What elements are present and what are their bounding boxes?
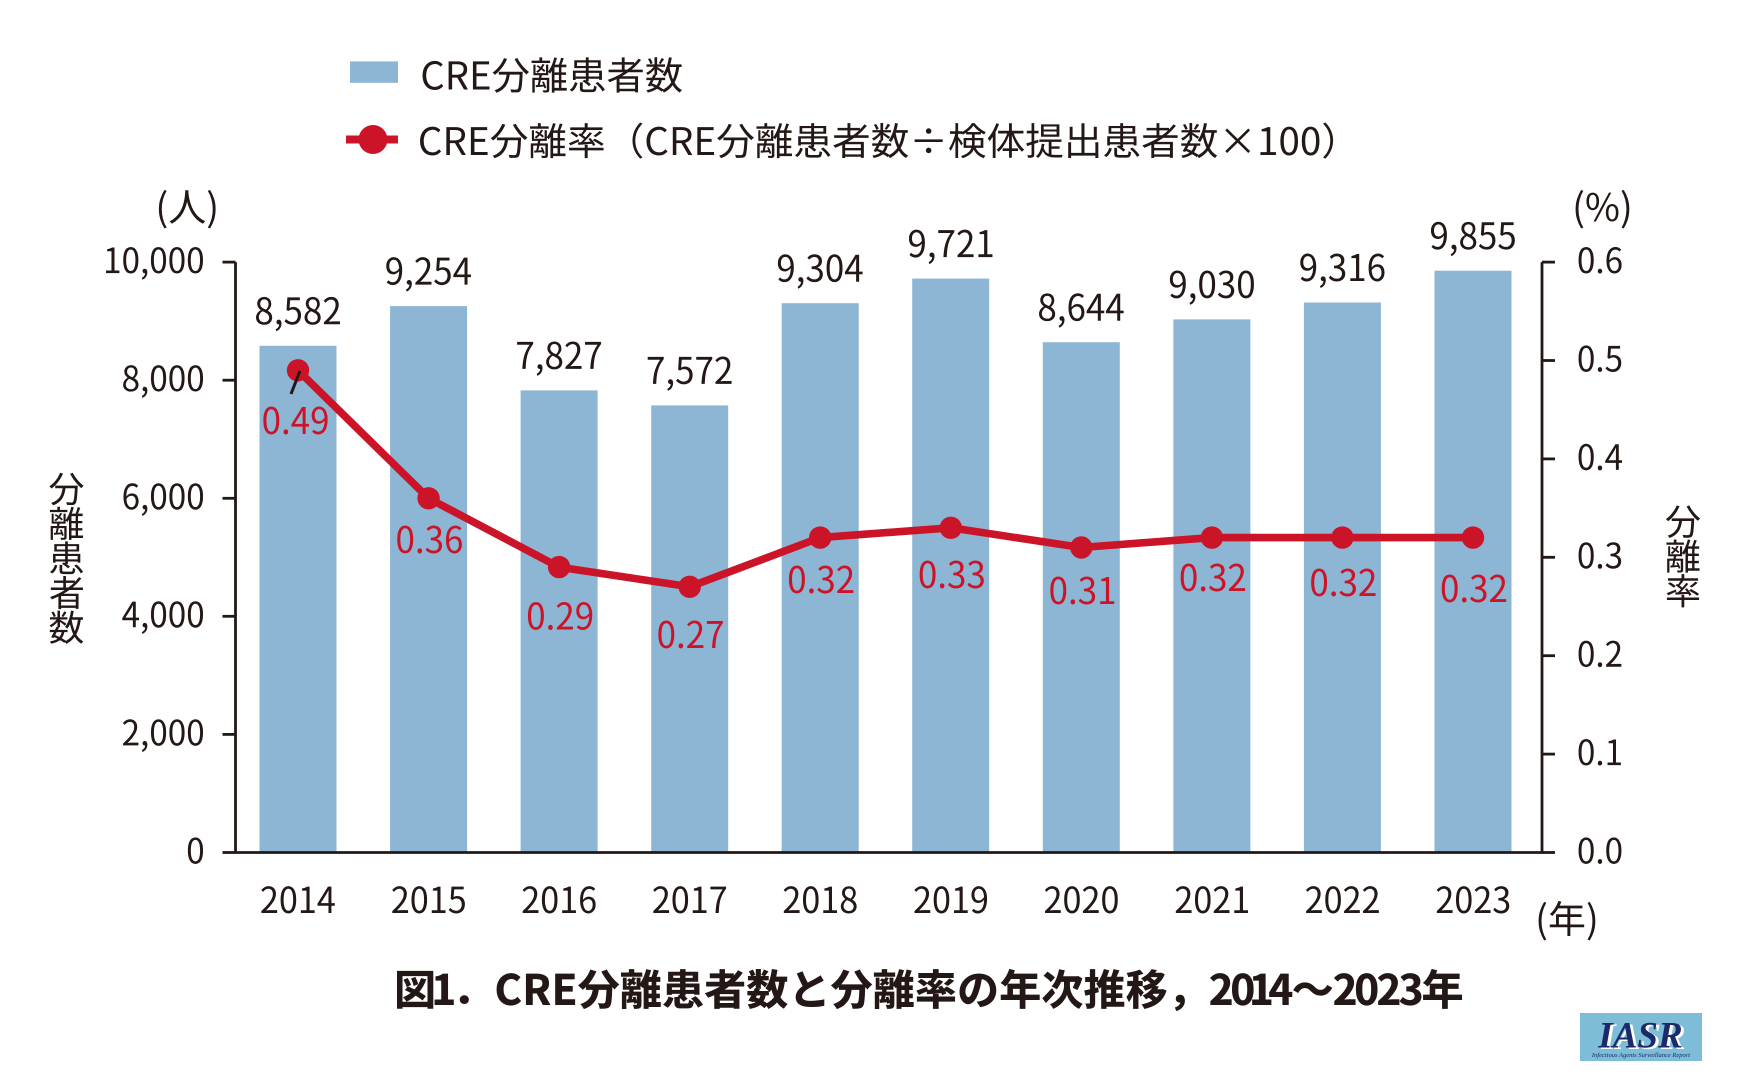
- svg-text:Infectious Agents Surveillance: Infectious Agents Surveillance Report: [1591, 1052, 1690, 1059]
- svg-text:IASR: IASR: [1600, 1017, 1685, 1058]
- svg-text:IASR: IASR: [1597, 1016, 1682, 1057]
